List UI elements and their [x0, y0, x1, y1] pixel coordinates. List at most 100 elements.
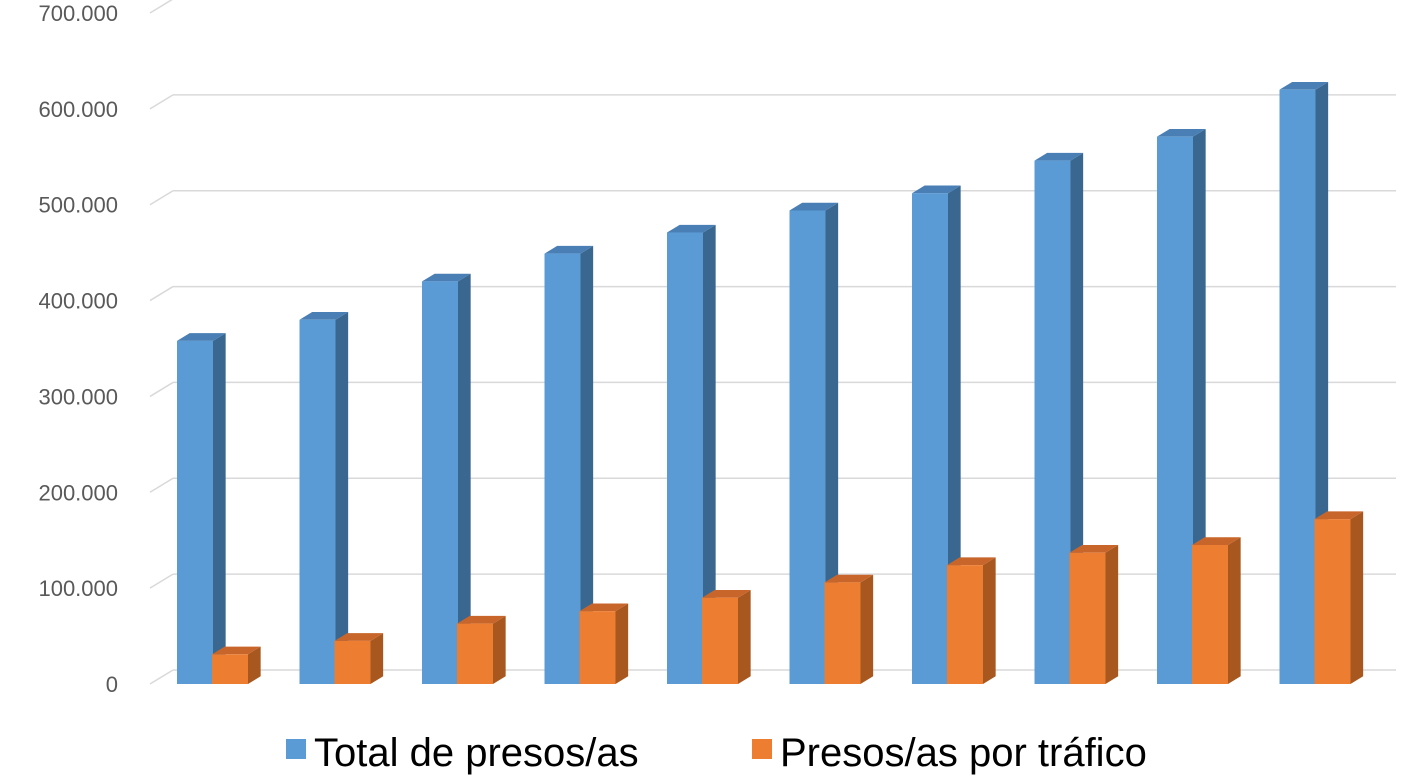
bar-side — [580, 245, 594, 684]
bar-front — [299, 319, 336, 684]
bar — [1314, 511, 1364, 684]
y-tick-label: 500.000 — [38, 193, 118, 218]
bar-side — [825, 202, 839, 684]
bar-top — [177, 333, 226, 341]
bar — [212, 646, 261, 684]
bar-front — [824, 582, 861, 684]
bar-front — [212, 654, 248, 684]
bar-side — [370, 633, 384, 684]
bar-front — [1069, 552, 1106, 684]
bar — [789, 202, 839, 685]
bar-front — [667, 232, 703, 684]
bar-top — [824, 574, 874, 583]
bar-top — [422, 273, 471, 282]
bar — [1192, 537, 1241, 684]
bar-top — [912, 185, 961, 194]
gridline-depth — [149, 381, 174, 398]
bar-side — [1350, 511, 1364, 684]
bar-top — [544, 245, 594, 254]
bar-top — [1314, 511, 1364, 520]
bar — [457, 615, 506, 684]
gridline-depth — [149, 94, 174, 110]
bar-front — [457, 623, 493, 684]
gridlines — [149, 0, 1396, 685]
bar-top — [1069, 544, 1119, 553]
bar-front — [1314, 519, 1351, 684]
y-tick-label: 200.000 — [38, 480, 118, 505]
y-tick-label: 400.000 — [38, 289, 118, 314]
bar-front — [1279, 89, 1316, 684]
bar — [667, 224, 716, 684]
legend-swatch-total — [286, 739, 306, 759]
gridline-depth — [149, 573, 174, 589]
bar — [702, 590, 751, 684]
bar — [422, 273, 471, 684]
bar — [544, 245, 594, 684]
bar-front — [334, 640, 371, 684]
bar-front — [789, 210, 826, 685]
bar-top — [667, 224, 716, 233]
bar-side — [1228, 537, 1241, 684]
legend-swatch-traffic — [752, 739, 772, 759]
bar-front — [1157, 136, 1193, 685]
gridline-depth — [149, 477, 174, 493]
bar-side — [738, 590, 751, 684]
y-tick-label: 100.000 — [38, 576, 118, 601]
gridline-depth — [149, 0, 173, 14]
bar-front — [702, 597, 738, 684]
gridline-depth — [149, 285, 174, 302]
bar-top — [947, 557, 996, 566]
legend-label-total: Total de presos/as — [314, 731, 639, 775]
bar-front — [1034, 160, 1071, 684]
y-tick-label: 300.000 — [38, 384, 118, 409]
bar-front — [579, 611, 616, 684]
bar — [177, 333, 226, 684]
bar-side — [615, 603, 629, 684]
bar-side — [248, 646, 261, 684]
bar-side — [213, 333, 226, 684]
bar-top — [299, 312, 349, 320]
bar-top — [457, 615, 506, 624]
bar — [1034, 152, 1084, 685]
bar-front — [1192, 545, 1228, 684]
bar — [334, 633, 384, 684]
bar-top — [1279, 81, 1329, 90]
gridline-depth — [149, 190, 174, 206]
bar — [1279, 81, 1329, 684]
bar-front — [947, 565, 983, 684]
bar-side — [335, 312, 349, 684]
bar-front — [177, 340, 213, 684]
bar-front — [912, 193, 948, 684]
legend-label-traffic: Presos/as por tráfico — [780, 731, 1147, 775]
bar — [912, 185, 961, 685]
bar-top — [1034, 152, 1084, 161]
y-tick-label: 700.000 — [38, 1, 118, 26]
y-tick-label: 600.000 — [38, 97, 118, 122]
bar-front — [422, 281, 458, 684]
bars — [177, 81, 1364, 685]
y-axis: 0 100.000 200.000 300.000 400.000 500.000 600.… — [38, 1, 118, 697]
bar-top — [334, 633, 384, 641]
bar-top — [1157, 128, 1206, 137]
bar-top — [789, 202, 839, 211]
bar — [1069, 544, 1119, 684]
bar-top — [579, 603, 629, 612]
y-tick-label: 0 — [106, 672, 118, 697]
bar — [579, 603, 629, 684]
legend: Total de presos/as Presos/as por tráfico — [286, 731, 1147, 775]
bar-side — [983, 557, 996, 684]
bar-side — [860, 574, 874, 684]
bar-side — [458, 273, 471, 684]
bar — [824, 574, 874, 684]
bar — [299, 312, 349, 684]
bar-top — [702, 590, 751, 598]
bar-side — [1105, 544, 1119, 684]
bar-side — [703, 224, 716, 684]
bar-top — [212, 646, 261, 655]
gridline-depth — [149, 669, 174, 685]
bar-front — [544, 253, 581, 684]
bar-top — [1192, 537, 1241, 546]
bar-side — [493, 615, 506, 684]
